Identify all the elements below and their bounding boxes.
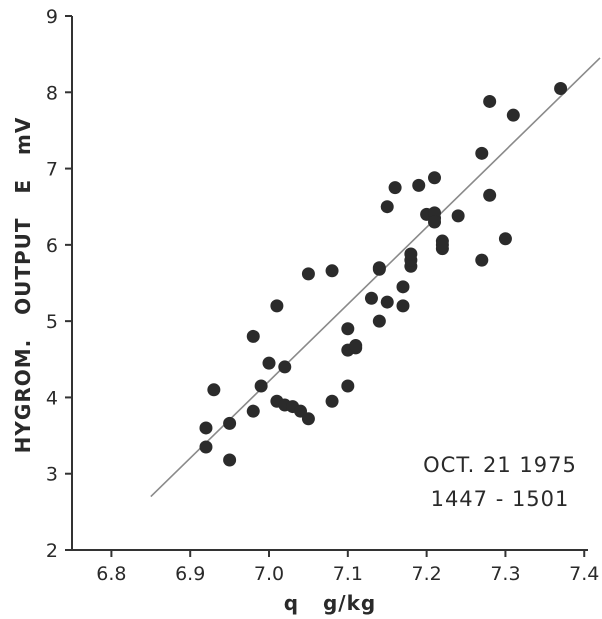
data-point bbox=[254, 379, 268, 393]
data-point bbox=[380, 295, 394, 309]
data-point bbox=[199, 421, 213, 435]
y-axis-label: HYGROM. OUTPUT E mV bbox=[11, 117, 35, 454]
data-point bbox=[372, 314, 386, 328]
x-tick-label: 7.0 bbox=[254, 563, 284, 585]
data-point bbox=[223, 453, 237, 467]
data-point bbox=[349, 339, 363, 353]
x-tick-label: 6.8 bbox=[96, 563, 126, 585]
data-point bbox=[262, 356, 276, 370]
data-point bbox=[554, 81, 568, 95]
data-point bbox=[341, 322, 355, 336]
data-point bbox=[498, 232, 512, 246]
data-point bbox=[451, 209, 465, 223]
data-point bbox=[199, 440, 213, 454]
y-tick-label: 3 bbox=[46, 464, 58, 486]
data-point bbox=[412, 178, 426, 192]
data-point bbox=[341, 379, 355, 393]
data-point bbox=[428, 215, 442, 229]
data-point bbox=[475, 146, 489, 160]
data-point bbox=[301, 267, 315, 281]
data-point bbox=[223, 416, 237, 430]
data-point bbox=[388, 181, 402, 195]
data-point bbox=[364, 291, 378, 305]
data-point bbox=[372, 262, 386, 276]
x-tick-label: 7.1 bbox=[333, 563, 363, 585]
data-point bbox=[270, 299, 284, 313]
data-point bbox=[506, 108, 520, 122]
data-point bbox=[475, 253, 489, 267]
y-tick-label: 4 bbox=[46, 387, 58, 409]
y-tick-label: 6 bbox=[46, 235, 58, 257]
annotation-time: 1447 - 1501 bbox=[431, 487, 570, 511]
y-tick-label: 7 bbox=[46, 159, 58, 181]
data-point bbox=[325, 264, 339, 278]
x-tick-label: 7.3 bbox=[490, 563, 520, 585]
axes bbox=[71, 16, 588, 551]
annotation-date: OCT. 21 1975 bbox=[423, 453, 577, 477]
data-point bbox=[207, 383, 221, 397]
data-point bbox=[428, 171, 442, 185]
data-points bbox=[199, 81, 568, 467]
x-axis-label: q g/kg bbox=[284, 591, 376, 615]
data-point bbox=[396, 280, 410, 294]
x-tick-label: 7.4 bbox=[569, 563, 599, 585]
data-point bbox=[325, 394, 339, 408]
data-point bbox=[278, 360, 292, 374]
y-tick-label: 2 bbox=[46, 540, 58, 562]
y-tick-label: 5 bbox=[46, 311, 58, 333]
data-point bbox=[301, 412, 315, 426]
y-tick-label: 8 bbox=[46, 82, 58, 104]
ticks: 6.8 6.9 7.0 7.1 7.2 7.3 7.4 2 3 4 5 6 7 8 9 bbox=[46, 6, 599, 585]
data-point bbox=[404, 247, 418, 261]
fit-line bbox=[150, 57, 601, 498]
data-point bbox=[246, 404, 260, 418]
fit-line-group bbox=[150, 57, 601, 498]
x-tick-label: 6.9 bbox=[175, 563, 205, 585]
data-point bbox=[396, 299, 410, 313]
data-point bbox=[380, 200, 394, 214]
data-point bbox=[428, 206, 442, 220]
y-tick-label: 9 bbox=[46, 6, 58, 28]
data-point bbox=[483, 94, 497, 108]
data-point bbox=[435, 238, 449, 252]
x-tick-label: 7.2 bbox=[412, 563, 442, 585]
data-point bbox=[246, 329, 260, 343]
data-point bbox=[483, 188, 497, 202]
